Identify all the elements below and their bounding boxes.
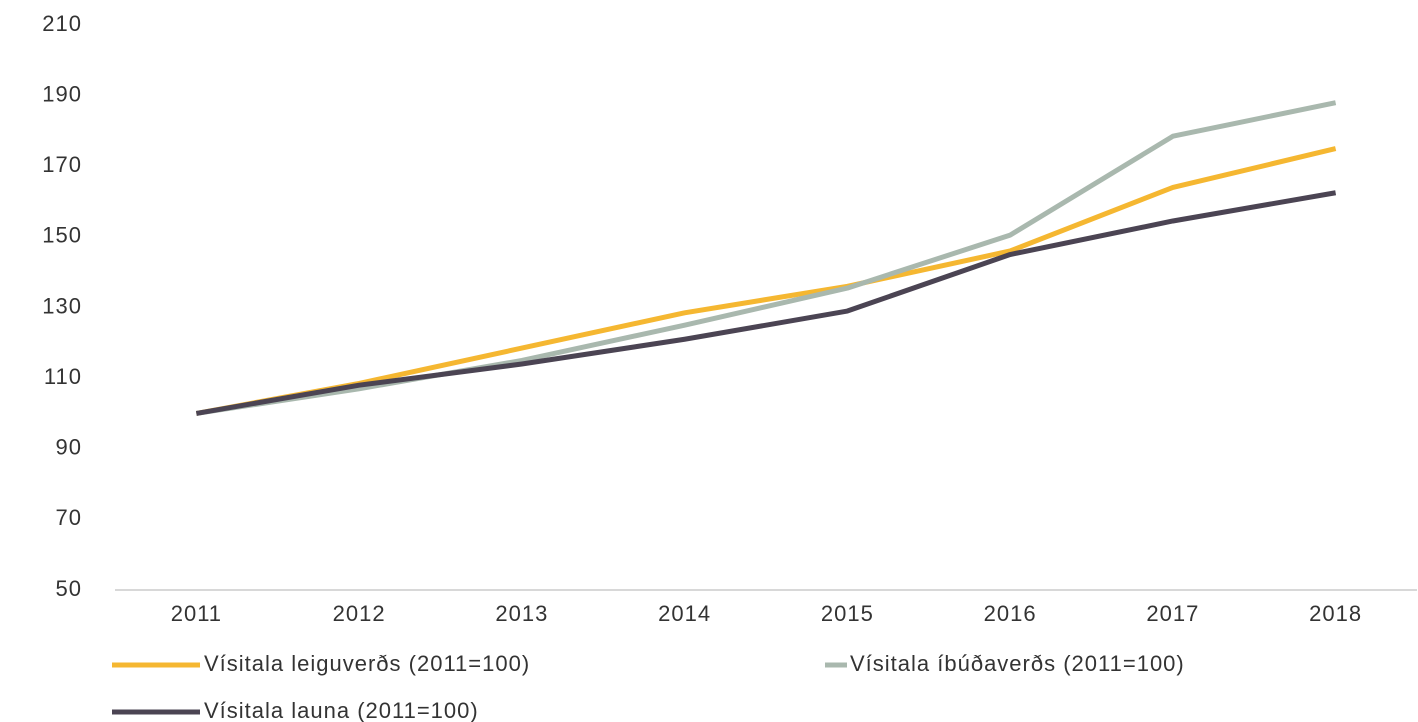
legend-label: Vísitala leiguverðs (2011=100) (204, 651, 530, 676)
series-line (195, 190, 1337, 416)
series-line (195, 100, 1337, 416)
y-tick-label: 210 (42, 11, 82, 36)
y-tick-label: 110 (44, 364, 82, 389)
y-tick-label: 130 (42, 293, 82, 318)
x-tick-label: 2011 (171, 601, 222, 626)
y-tick-label: 90 (56, 435, 82, 460)
legend-label: Vísitala íbúðaverðs (2011=100) (850, 651, 1185, 676)
x-tick-label: 2017 (1146, 601, 1199, 626)
x-tick-label: 2012 (333, 601, 386, 626)
x-tick-label: 2018 (1309, 601, 1362, 626)
x-tick-label: 2013 (495, 601, 548, 626)
y-tick-label: 170 (42, 152, 82, 177)
y-tick-label: 150 (42, 223, 82, 248)
y-tick-label: 70 (56, 505, 82, 530)
y-tick-label: 50 (56, 576, 82, 601)
x-tick-label: 2016 (984, 601, 1037, 626)
series-line (195, 146, 1337, 416)
y-tick-label: 190 (42, 81, 82, 106)
x-tick-label: 2014 (658, 601, 711, 626)
x-tick-label: 2015 (821, 601, 874, 626)
legend-label: Vísitala launa (2011=100) (204, 698, 479, 722)
